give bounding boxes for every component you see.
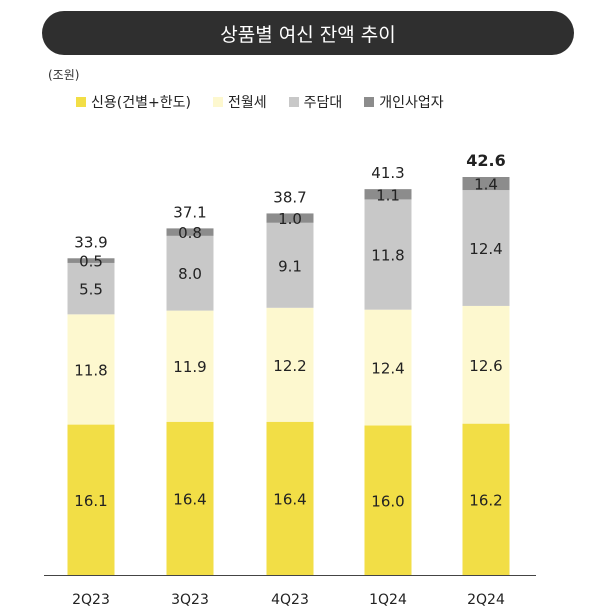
legend-label-credit: 신용(건별+한도) [91,95,191,111]
legend-item-business: 개인사업자 [364,92,444,112]
legend: 신용(건별+한도) 전월세 주담대 개인사업자 [76,92,444,112]
data-label-mortgage-1Q24: 11.8 [371,247,404,265]
data-label-mortgage-2Q24: 12.4 [469,240,502,258]
data-label-credit-1Q24: 16.0 [371,492,404,510]
bar-segment-credit-4Q23 [266,421,314,575]
bar-segment-business-4Q23 [266,213,314,223]
bar-segment-credit-2Q24 [462,423,510,575]
legend-label-mortgage: 주담대 [303,95,343,111]
data-label-credit-3Q23: 16.4 [173,490,206,508]
legend-item-mortgage: 주담대 [288,92,343,112]
legend-label-business: 개인사업자 [379,95,444,111]
bar-segment-credit-3Q23 [166,421,214,575]
legend-swatch-business [364,97,375,107]
data-label-mortgage-3Q23: 8.0 [178,265,202,283]
data-label-credit-2Q23: 16.1 [74,492,107,510]
bar-segment-mortgage-1Q24 [364,199,412,310]
data-label-credit-4Q23: 16.4 [273,490,306,508]
x-tick-2Q24: 2Q24 [467,592,505,608]
bar-segment-jeonse-2Q24 [462,305,510,424]
bar-segment-mortgage-2Q23 [67,262,115,315]
legend-item-jeonse: 전월세 [212,92,267,112]
bar-segment-jeonse-1Q24 [364,309,412,426]
bar-segment-jeonse-4Q23 [266,307,314,422]
total-label-4Q23: 38.7 [273,188,306,206]
bar-segment-mortgage-2Q24 [462,190,510,306]
data-label-jeonse-2Q23: 11.8 [74,361,107,379]
bar-segment-business-2Q23 [67,258,115,263]
data-label-business-4Q23: 1.0 [278,210,302,228]
total-label-1Q24: 41.3 [371,164,404,182]
data-label-business-1Q24: 1.1 [376,186,400,204]
legend-item-credit: 신용(건별+한도) [76,92,191,112]
bar-segment-credit-1Q24 [364,425,412,575]
bar-segment-mortgage-4Q23 [266,222,314,308]
legend-swatch-credit [76,97,86,107]
data-label-business-2Q23: 0.5 [79,253,103,271]
x-tick-4Q23: 4Q23 [271,592,309,608]
data-label-jeonse-3Q23: 11.9 [173,358,206,376]
data-label-jeonse-2Q24: 12.6 [469,357,502,375]
total-label-2Q24: 42.6 [466,151,505,170]
x-tick-3Q23: 3Q23 [171,592,209,608]
chart-title: 상품별 여신 잔액 추이 [220,23,396,46]
data-label-credit-2Q24: 16.2 [469,491,502,509]
bar-segment-business-3Q23 [166,228,214,236]
legend-swatch-jeonse [212,97,223,107]
data-label-mortgage-2Q23: 5.5 [79,281,103,299]
x-tick-1Q24: 1Q24 [369,592,407,608]
title-bar: 상품별 여신 잔액 추이 [42,11,574,55]
total-label-2Q23: 33.9 [74,233,107,251]
bar-segment-mortgage-3Q23 [166,235,214,311]
data-label-jeonse-4Q23: 12.2 [273,357,306,375]
x-tick-2Q23: 2Q23 [72,592,110,608]
bar-segment-credit-2Q23 [67,424,115,575]
data-label-business-3Q23: 0.8 [178,224,202,242]
unit-label: (조원) [48,68,80,82]
bar-segment-business-1Q24 [364,189,412,200]
data-label-business-2Q24: 1.4 [474,176,498,194]
bar-segment-business-2Q24 [462,177,510,191]
bar-segment-jeonse-2Q23 [67,314,115,425]
data-label-mortgage-4Q23: 9.1 [278,257,302,275]
legend-label-jeonse: 전월세 [227,95,267,111]
bar-segment-jeonse-3Q23 [166,310,214,422]
total-label-3Q23: 37.1 [173,203,206,221]
legend-swatch-mortgage [288,97,299,107]
data-label-jeonse-1Q24: 12.4 [371,360,404,378]
